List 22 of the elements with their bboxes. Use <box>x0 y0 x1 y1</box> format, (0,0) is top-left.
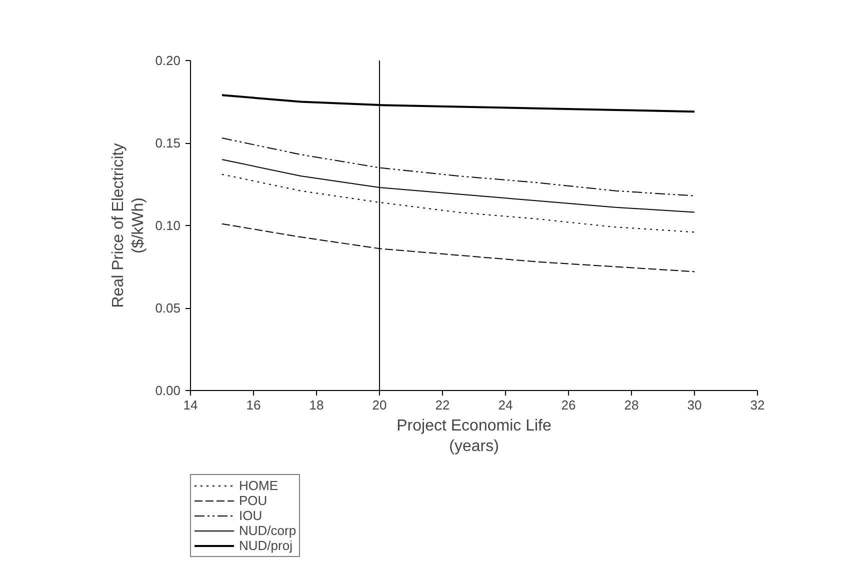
x-tick-label: 24 <box>498 398 513 412</box>
legend-label: HOME <box>239 478 278 493</box>
legend-label: NUD/proj <box>239 538 292 553</box>
x-tick-label: 16 <box>246 398 261 412</box>
x-tick-label: 32 <box>750 398 765 412</box>
x-tick-label: 20 <box>372 398 387 412</box>
x-tick-label: 18 <box>309 398 324 412</box>
x-axis-title: Project Economic Life (years) <box>396 418 552 455</box>
y-tick-label: 0.00 <box>155 383 181 398</box>
legend-label: IOU <box>239 508 262 523</box>
y-tick-label: 0.10 <box>155 218 181 233</box>
x-tick-label: 28 <box>624 398 639 412</box>
legend-label: POU <box>239 493 268 508</box>
x-tick-label: 26 <box>561 398 576 412</box>
y-tick-label: 0.05 <box>155 300 181 316</box>
y-tick-label: 0.20 <box>155 53 181 68</box>
x-tick-label: 14 <box>183 398 198 412</box>
y-axis-title: Real Price of Electricity ($/kWh) <box>110 143 148 308</box>
x-tick-label: 22 <box>435 398 450 412</box>
y-tick-label: 0.15 <box>155 136 181 150</box>
legend-label: NUD/corp <box>239 523 296 538</box>
x-tick-label: 30 <box>687 398 702 412</box>
